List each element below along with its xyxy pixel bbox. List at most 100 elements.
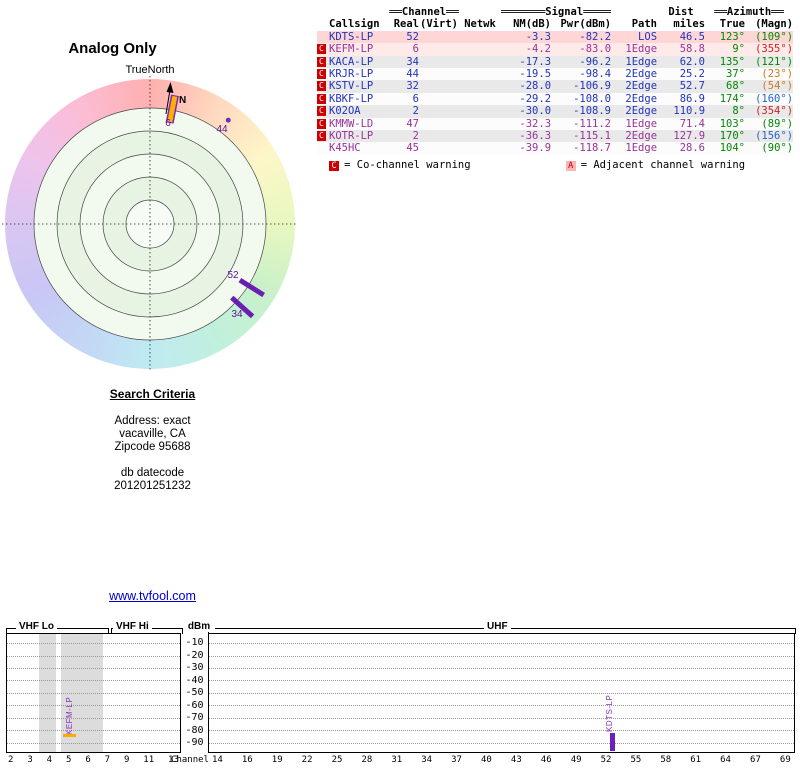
cell-nm: -29.2 (501, 93, 551, 105)
cell-miles: 25.2 (657, 68, 705, 80)
channel-tick: 2 (8, 755, 13, 765)
cell-pwr: -115.1 (551, 130, 611, 142)
gridline (209, 643, 794, 644)
cell-miles: 46.5 (657, 31, 705, 43)
table-row: C KEFM-LP 6 -4.2 -83.0 1Edge 58.8 9° (35… (317, 43, 793, 55)
channel-tick: 55 (630, 755, 641, 765)
gridline (209, 656, 794, 657)
gridline (209, 693, 794, 694)
cell-virt (419, 142, 459, 154)
channel-tick: 6 (85, 755, 90, 765)
gridline (7, 656, 180, 657)
table-column-header-row: Callsign Real (Virt) Netwk NM(dB) Pwr(dB… (317, 18, 793, 30)
cell-miles: 52.7 (657, 80, 705, 92)
cell-nm: -39.9 (501, 142, 551, 154)
col-magn: (Magn) (745, 18, 793, 30)
cell-real: 34 (389, 56, 419, 68)
channel-tick: 4 (47, 755, 52, 765)
cell-callsign: K45HC (329, 142, 389, 154)
vhf-hi-label: VHF Hi (113, 621, 152, 632)
cell-netwk (459, 68, 501, 80)
station-table: ══Channel══ ═══════Signal═══════ Dist ══… (317, 6, 793, 155)
north-arrow-head (167, 82, 174, 93)
y-tick: -80 (182, 725, 207, 736)
cell-path: 2Edge (611, 130, 657, 142)
channel-tick: 34 (421, 755, 432, 765)
col-true: True (705, 18, 745, 30)
channel-tick: 9 (124, 755, 129, 765)
cell-path: LOS (611, 31, 657, 43)
cell-true: 8° (705, 105, 745, 117)
group-header-azimuth: ══Azimuth══ (705, 6, 793, 18)
warning-badge: C (317, 44, 326, 54)
channel-tick: 40 (481, 755, 492, 765)
cell-path: 1Edge (611, 118, 657, 130)
cell-pwr: -111.2 (551, 118, 611, 130)
cell-magn: (160°) (745, 93, 793, 105)
channel-tick: 11 (143, 755, 154, 765)
cell-pwr: -106.9 (551, 80, 611, 92)
warning-badge: C (317, 81, 326, 91)
cell-callsign: KDTS-LP (329, 31, 389, 43)
channel-tick: 7 (105, 755, 110, 765)
tvfool-link[interactable]: www.tvfool.com (109, 589, 196, 603)
channel-6-label: 6 (165, 118, 171, 129)
cell-real: 2 (389, 105, 419, 117)
cell-magn: (355°) (745, 43, 793, 55)
cell-true: 135° (705, 56, 745, 68)
cell-virt (419, 43, 459, 55)
channel-tick: 61 (690, 755, 701, 765)
y-tick: -70 (182, 712, 207, 723)
db-datecode-label: db datecode (0, 467, 305, 480)
cell-path: 2Edge (611, 105, 657, 117)
channel-tick: 69 (780, 755, 791, 765)
cell-real: 44 (389, 68, 419, 80)
gridline (209, 680, 794, 681)
signal-label-kefm: KEFM-LP (65, 690, 74, 735)
col-path: Path (611, 18, 657, 30)
cell-virt (419, 56, 459, 68)
cell-miles: 62.0 (657, 56, 705, 68)
cell-pwr: -98.4 (551, 68, 611, 80)
adjacent-channel-text: = Adjacent channel warning (581, 159, 745, 171)
channel-tick: 37 (451, 755, 462, 765)
cell-callsign: K02OA (329, 105, 389, 117)
cell-miles: 127.9 (657, 130, 705, 142)
cell-true: 170° (705, 130, 745, 142)
channel-tick: 19 (272, 755, 283, 765)
co-channel-icon: C (329, 161, 339, 171)
warning-badge: C (317, 131, 326, 141)
gridline (209, 730, 794, 731)
cell-netwk (459, 43, 501, 55)
group-header-channel: ══Channel══ (389, 6, 459, 18)
signal-bar-kefm (63, 734, 76, 737)
gridline (7, 693, 180, 694)
cell-netwk (459, 31, 501, 43)
cell-path: 1Edge (611, 43, 657, 55)
cell-netwk (459, 142, 501, 154)
cell-real: 6 (389, 93, 419, 105)
cell-netwk (459, 105, 501, 117)
y-tick: -60 (182, 700, 207, 711)
channel-52-label: 52 (227, 270, 239, 281)
spectrum-chart: VHF Lo VHF Hi dBm UHF KEFM-LP -10 -20 -3… (4, 620, 796, 768)
cell-path: 2Edge (611, 93, 657, 105)
channel-44-marker (225, 117, 232, 124)
cell-miles: 71.4 (657, 118, 705, 130)
cell-callsign: KACA-LP (329, 56, 389, 68)
cell-netwk (459, 93, 501, 105)
radar-plot-svg: N 6 44 52 34 (2, 76, 298, 372)
group-header-dist: Dist (657, 6, 705, 18)
table-row: KDTS-LP 52 -3.3 -82.2 LOS 46.5 123° (109… (317, 31, 793, 43)
y-tick: -40 (182, 675, 207, 686)
table-row: C KSTV-LP 32 -28.0 -106.9 2Edge 52.7 68°… (317, 80, 793, 92)
channel-tick: 25 (332, 755, 343, 765)
cell-nm: -19.5 (501, 68, 551, 80)
table-row: C K02OA 2 -30.0 -108.9 2Edge 110.9 8° (3… (317, 105, 793, 117)
cell-true: 123° (705, 31, 745, 43)
y-tick: -90 (182, 737, 207, 748)
cell-nm: -32.3 (501, 118, 551, 130)
table-row: K45HC 45 -39.9 -118.7 1Edge 28.6 104° (9… (317, 142, 793, 154)
cell-netwk (459, 118, 501, 130)
cell-callsign: KMMW-LD (329, 118, 389, 130)
